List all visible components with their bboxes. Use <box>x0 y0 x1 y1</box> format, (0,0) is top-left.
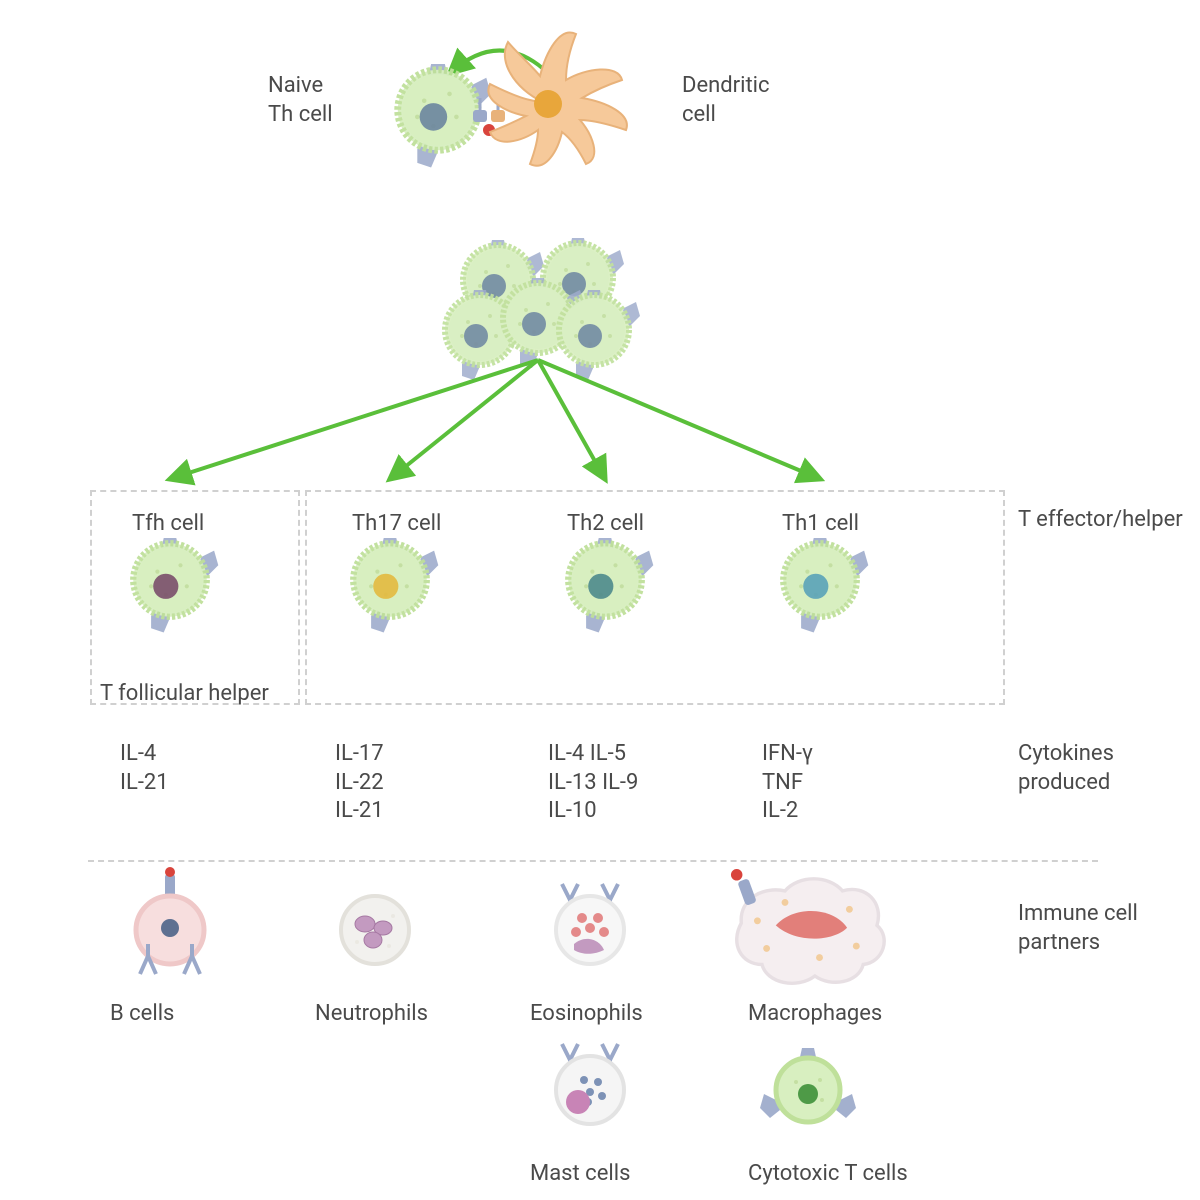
cytokines-produced-label: Cytokinesproduced <box>1018 740 1114 797</box>
th-cell-cluster-icon <box>445 238 640 380</box>
effector-helper-label: T effector/helper <box>1018 506 1183 535</box>
th2-label: Th2 cell <box>567 510 644 539</box>
th1-label: Th1 cell <box>782 510 859 539</box>
partner-cells <box>136 867 884 1124</box>
neutrophils-label: Neutrophils <box>315 1000 428 1029</box>
cytokines-col-1: IL-17IL-22IL-21 <box>335 740 384 826</box>
mast-label: Mast cells <box>530 1160 630 1189</box>
activation-arrow <box>450 51 548 74</box>
follicular-helper-label: T follicular helper <box>100 680 269 709</box>
dendritic-cell-icon <box>488 33 626 166</box>
cytokines-col-3: IFN-γTNFIL-2 <box>762 740 813 826</box>
differentiation-arrows <box>170 360 820 479</box>
tfh-label: Tfh cell <box>132 510 204 539</box>
eosinophils-label: Eosinophils <box>530 1000 643 1029</box>
cytokines-col-0: IL-4IL-21 <box>120 740 169 797</box>
th17-label: Th17 cell <box>352 510 441 539</box>
immune-partners-label: Immune cellpartners <box>1018 900 1138 957</box>
naive-th-cell-icon <box>398 64 491 168</box>
ctl-label: Cytotoxic T cells <box>748 1160 908 1189</box>
macrophages-label: Macrophages <box>748 1000 882 1029</box>
dendritic-label: Dendriticcell <box>682 72 770 129</box>
bcells-label: B cells <box>110 1000 174 1029</box>
naive-th-label: NaiveTh cell <box>268 72 333 129</box>
cytokines-col-2: IL-4 IL-5IL-13 IL-9IL-10 <box>548 740 638 826</box>
mhc-presentation-icon <box>473 98 505 136</box>
section-divider <box>88 860 1098 862</box>
